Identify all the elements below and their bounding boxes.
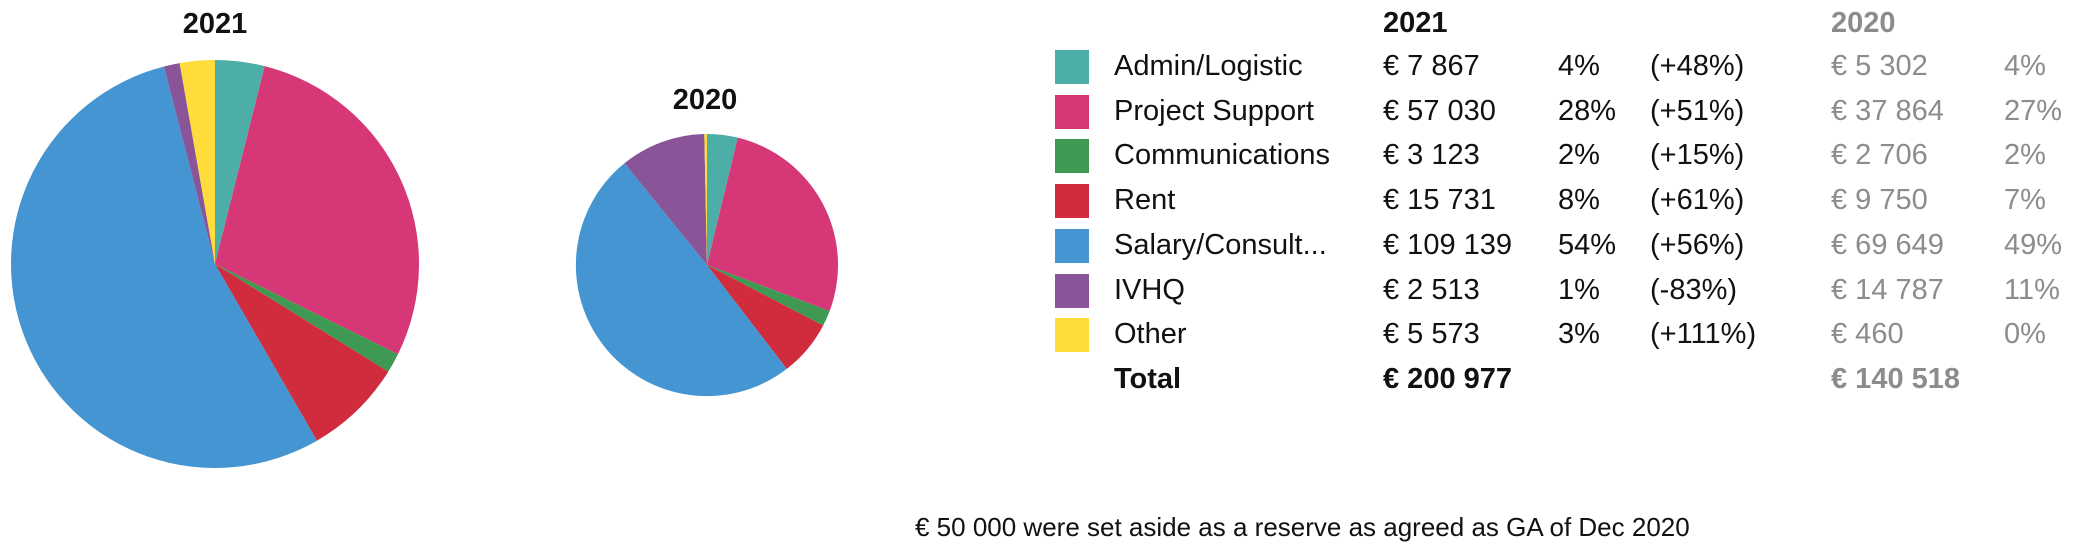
row-percent-2020: 2% [2004, 139, 2046, 172]
pie-slice-communications [707, 265, 830, 326]
row-label: Salary/Consult... [1114, 228, 1327, 261]
row-change: (+61%) [1650, 184, 1745, 217]
pie-slice-other [179, 60, 215, 264]
header-2020: 2020 [1831, 7, 1896, 39]
row-percent-2020: 4% [2004, 50, 2046, 82]
row-change: (+51%) [1650, 94, 1745, 127]
row-amount-2020: € 14 787 [1831, 273, 1944, 306]
row-amount-2020: € 2 706 [1831, 139, 1928, 172]
pie-slice-other [704, 134, 707, 265]
legend-swatch [1055, 318, 1089, 353]
reserve-note: € 50 000 were set aside as a reserve as … [915, 512, 1690, 542]
row-label: Project Support [1114, 94, 1314, 127]
row-percent-2020: 27% [2004, 94, 2063, 127]
row-percent-2020: 11% [2004, 273, 2060, 306]
row-amount-2021: € 2 513 [1383, 273, 1480, 306]
pie-slice-rent [707, 265, 824, 369]
row-amount-2020: € 460 [1831, 318, 1904, 351]
pie-2020-title: 2020 [672, 84, 738, 116]
row-amount-2020: € 9 750 [1831, 184, 1928, 217]
row-change: (+111%) [1650, 318, 1757, 351]
pie-slice-ivhq [624, 134, 707, 265]
row-amount-2021: € 3 123 [1383, 139, 1480, 172]
row-percent-2020: 0% [2004, 318, 2046, 351]
row-percent-2021: 4% [1558, 50, 1600, 82]
pie-slice-admin-logistic [707, 134, 738, 265]
legend-swatch [1055, 228, 1089, 263]
row-percent-2021: 8% [1558, 184, 1600, 217]
pie-slice-salary-consult [10, 66, 317, 468]
legend-swatch [1055, 273, 1089, 308]
row-percent-2020: 49% [2004, 228, 2063, 261]
pie-slice-project-support [707, 137, 839, 312]
row-amount-2020: € 5 302 [1831, 50, 1928, 82]
row-amount-2020: € 37 864 [1831, 94, 1944, 127]
row-label: Communications [1114, 139, 1330, 172]
total-label: Total [1114, 362, 1182, 395]
legend-swatch [1055, 94, 1089, 129]
header-2021: 2021 [1383, 7, 1448, 39]
row-change: (-83%) [1650, 273, 1738, 306]
row-amount-2020: € 69 649 [1831, 228, 1944, 261]
row-percent-2020: 7% [2004, 184, 2046, 217]
row-change: (+15%) [1650, 139, 1745, 172]
row-label: IVHQ [1114, 273, 1185, 306]
legend-swatch [1055, 139, 1089, 174]
row-percent-2021: 28% [1558, 94, 1617, 127]
row-percent-2021: 1% [1558, 273, 1600, 306]
row-change: (+48%) [1650, 50, 1745, 82]
row-percent-2021: 3% [1558, 318, 1600, 351]
row-label: Admin/Logistic [1114, 50, 1303, 82]
row-amount-2021: € 7 867 [1383, 50, 1480, 82]
pie-slice-project-support [215, 66, 420, 355]
legend-swatch [1055, 50, 1089, 84]
legend-swatch [1055, 184, 1089, 219]
row-change: (+56%) [1650, 228, 1745, 261]
row-label: Rent [1114, 184, 1176, 217]
row-amount-2021: € 15 731 [1383, 184, 1496, 217]
pie-slice-salary-consult [575, 163, 787, 397]
pie-2021-title: 2021 [182, 8, 248, 40]
pie-chart-2020 [575, 134, 839, 397]
total-amount-2021: € 200 977 [1383, 362, 1513, 395]
row-amount-2021: € 109 139 [1383, 228, 1513, 261]
row-percent-2021: 54% [1558, 228, 1617, 261]
pie-slice-rent [215, 264, 389, 441]
row-label: Other [1114, 318, 1187, 351]
row-amount-2021: € 57 030 [1383, 94, 1496, 127]
row-amount-2021: € 5 573 [1383, 318, 1480, 351]
total-amount-2020: € 140 518 [1831, 362, 1961, 395]
pie-slice-communications [215, 264, 398, 372]
row-percent-2021: 2% [1558, 139, 1600, 172]
pie-slice-admin-logistic [215, 60, 265, 264]
pie-slice-ivhq [163, 63, 215, 265]
pie-chart-2021 [10, 60, 420, 468]
